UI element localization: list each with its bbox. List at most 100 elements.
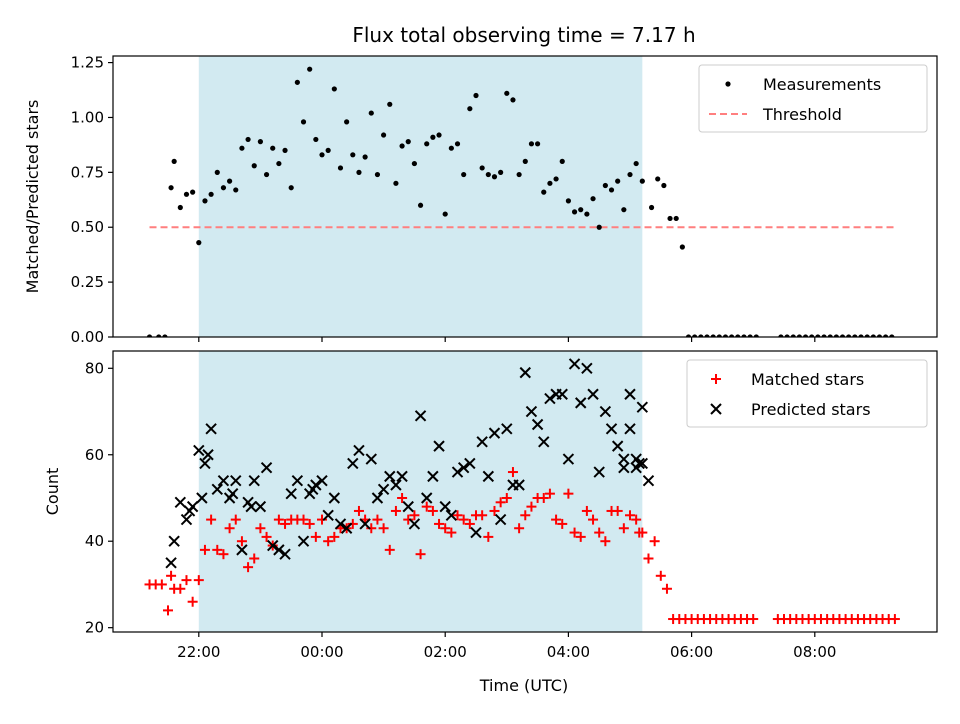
measurement-point xyxy=(883,334,889,337)
legend-box xyxy=(698,64,928,133)
matched-star-point xyxy=(415,549,426,560)
matched-star-point xyxy=(230,514,241,525)
matched-star-point xyxy=(403,514,414,525)
figure-title: Flux total observing time = 7.17 h xyxy=(352,23,695,47)
predicted-star-point xyxy=(618,462,630,474)
measurement-point xyxy=(313,136,319,143)
measurement-point xyxy=(627,171,633,178)
measurement-point xyxy=(553,176,559,182)
matched-star-point xyxy=(353,505,364,516)
measurement-point xyxy=(716,334,722,337)
predicted-star-point xyxy=(322,509,334,521)
matched-star-point xyxy=(661,583,672,594)
measurement-point xyxy=(387,101,393,107)
measurement-point xyxy=(547,180,553,186)
measurement-point xyxy=(846,334,852,337)
matched-star-point xyxy=(199,544,210,555)
measurement-point xyxy=(621,207,627,213)
predicted-star-point xyxy=(636,457,649,470)
measurement-point xyxy=(448,145,454,151)
predicted-star-point xyxy=(494,513,507,526)
measurement-point xyxy=(504,90,510,96)
predicted-star-point xyxy=(267,539,279,552)
matched-star-point xyxy=(581,505,592,516)
legend: Measurements Threshold xyxy=(698,64,928,133)
matched-star-point xyxy=(378,523,389,534)
predicted-star-point xyxy=(347,457,359,470)
predicted-star-point xyxy=(199,457,211,470)
measurement-point xyxy=(430,134,436,140)
legend-label: Measurements xyxy=(763,75,881,94)
predicted-star-point xyxy=(581,362,593,374)
measurement-point xyxy=(833,334,839,337)
predicted-star-point xyxy=(501,423,513,435)
measurement-point xyxy=(491,174,498,180)
matched-star-point xyxy=(421,501,432,512)
predicted-star-point xyxy=(245,500,257,513)
legend-box xyxy=(686,359,928,428)
matched-star-point xyxy=(612,505,623,516)
measurement-point xyxy=(319,152,325,158)
measurement-point xyxy=(245,136,251,143)
predicted-star-point xyxy=(568,358,581,370)
measurement-point xyxy=(578,207,584,213)
predicted-star-point xyxy=(439,500,451,513)
measurement-point xyxy=(473,92,479,99)
measurement-point xyxy=(227,178,233,184)
legend-label: Predicted stars xyxy=(751,400,871,419)
bottom-plot: 20 40 60 80 22:00 00:00 02:00 04:00 06:00 08:00 Co… xyxy=(43,350,938,661)
predicted-star-point xyxy=(402,500,414,513)
legend-label: Matched stars xyxy=(751,370,864,389)
measurement-point xyxy=(541,189,547,195)
predicted-star-point xyxy=(624,423,636,435)
measurement-point xyxy=(202,198,208,204)
measurement-point xyxy=(571,209,578,215)
matched-star-point xyxy=(563,488,574,499)
matched-star-point xyxy=(495,497,506,508)
y-axis-label: Matched/Predicted stars xyxy=(23,100,42,294)
predicted-star-point xyxy=(174,496,187,509)
predicted-star-point xyxy=(525,405,538,418)
matched-star-point xyxy=(618,523,629,534)
predicted-star-point xyxy=(254,500,267,513)
predicted-star-point xyxy=(414,410,427,422)
measurement-point xyxy=(722,334,729,337)
predicted-star-point xyxy=(624,388,636,400)
matched-star-point xyxy=(631,514,642,525)
matched-star-point xyxy=(166,570,177,581)
y-tick-label: 0.25 xyxy=(71,273,104,291)
predicted-star-point xyxy=(605,423,618,435)
measurement-point xyxy=(146,334,153,337)
x-tick-label: 22:00 xyxy=(177,643,220,661)
measurement-point xyxy=(802,334,809,337)
measurement-point xyxy=(790,334,796,337)
matched-star-point xyxy=(544,488,555,499)
matched-star-point xyxy=(538,492,549,503)
matched-star-point xyxy=(347,518,358,529)
axes-frame xyxy=(112,55,938,338)
predicted-star-point xyxy=(476,436,488,448)
matched-star-point xyxy=(304,518,315,529)
measurement-point xyxy=(673,215,679,222)
predicted-star-point xyxy=(285,487,297,500)
observing-window-shade xyxy=(198,351,643,632)
predicted-star-point xyxy=(470,526,482,539)
measurement-point xyxy=(417,202,424,208)
predicted-star-point xyxy=(636,401,649,413)
measurement-point xyxy=(535,141,541,147)
predicted-star-point xyxy=(519,366,531,379)
measurement-point xyxy=(288,185,294,191)
measurement-point xyxy=(196,240,202,246)
y-tick-label: 20 xyxy=(85,619,104,637)
predicted-star-point xyxy=(611,440,624,452)
measurement-point xyxy=(368,110,374,116)
predicted-star-point xyxy=(202,449,214,461)
matched-star-point xyxy=(206,514,217,525)
measurement-point xyxy=(633,160,639,167)
predicted-star-point xyxy=(236,544,248,556)
matched-star-point xyxy=(218,549,229,560)
y-tick-label: 0.00 xyxy=(71,328,104,346)
matched-star-point xyxy=(588,514,599,525)
measurement-point xyxy=(870,334,876,337)
